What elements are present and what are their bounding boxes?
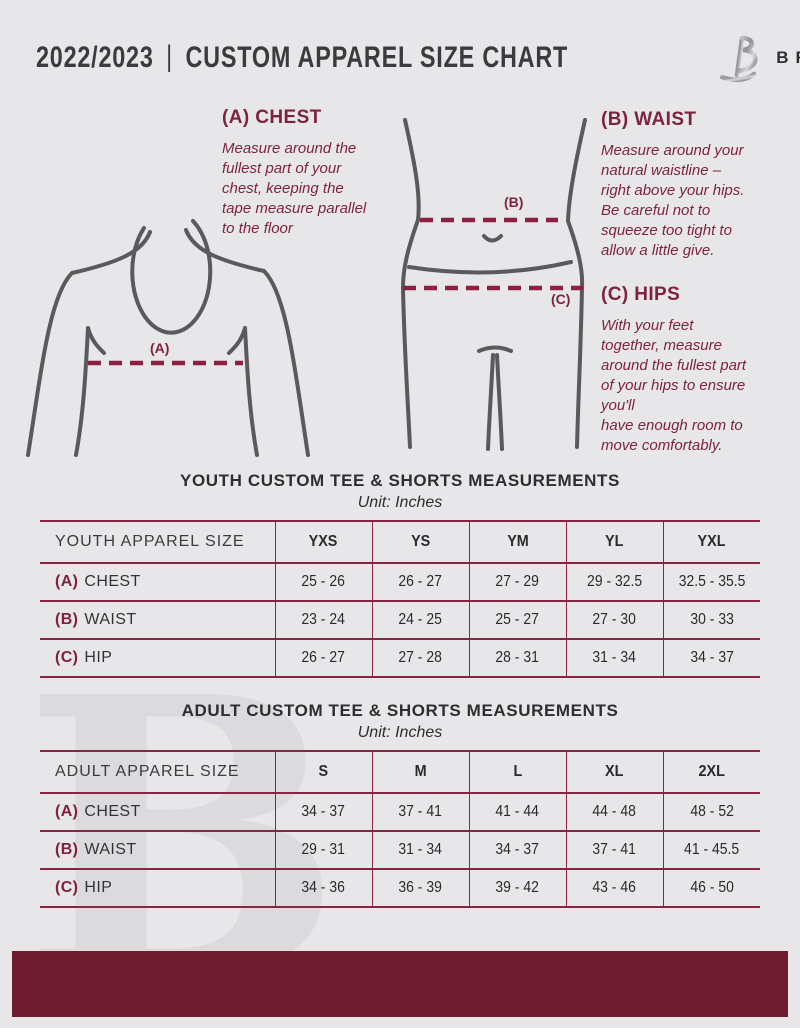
cell: 31 - 34 <box>565 638 663 677</box>
season-label: 2022/2023 <box>36 41 154 74</box>
cell: 25 - 26 <box>274 562 372 601</box>
cell: 26 - 27 <box>371 562 469 601</box>
cell: 46 - 50 <box>662 868 760 907</box>
table-row: (A) CHEST 34 - 37 37 - 41 41 - 44 44 - 48… <box>40 792 760 831</box>
adult-waist-row-label: (B) WAIST <box>40 830 275 869</box>
youth-size-column: YM <box>468 521 566 563</box>
hips-marker-label: (C) <box>551 291 571 307</box>
hips-heading: (C) HIPS <box>601 284 681 305</box>
adult-size-column: XL <box>565 751 663 793</box>
lower-body-figure <box>400 118 587 451</box>
navel-mark <box>482 234 503 243</box>
youth-chest-row-label: (A) CHEST <box>40 562 275 601</box>
cell: 28 - 31 <box>468 638 566 677</box>
document-title: 2022/2023 | CUSTOM APPAREL SIZE CHART <box>36 40 718 75</box>
youth-hip-row-label: (C) HIP <box>40 638 275 677</box>
cell: 27 - 30 <box>565 600 663 639</box>
breakaway-monogram-icon <box>719 35 758 82</box>
youth-size-column: YXL <box>662 521 760 563</box>
table-row: (C) HIP 34 - 36 36 - 39 39 - 42 43 - 46 4… <box>40 868 760 907</box>
cell: 30 - 33 <box>662 600 760 639</box>
table-row: (B) WAIST 29 - 31 31 - 34 34 - 37 37 - 41… <box>40 830 760 869</box>
cell: 36 - 39 <box>371 868 469 907</box>
right-shoulder-arm-outline <box>184 228 310 457</box>
header: 2022/2023 | CUSTOM APPAREL SIZE CHART <box>36 30 800 86</box>
cell: 41 - 45.5 <box>662 830 760 869</box>
cell: 32.5 - 35.5 <box>662 562 760 601</box>
brand-logo: BREAKAWAY <box>718 34 800 82</box>
head-outline <box>130 219 213 335</box>
right-torso-line <box>243 326 259 457</box>
cell: 23 - 24 <box>274 600 372 639</box>
youth-size-table: YOUTH APPAREL SIZE YXS YS YM YL YXL (A) C… <box>40 520 760 678</box>
left-inner-leg-line <box>486 353 495 451</box>
hip-crease-line <box>407 260 573 275</box>
crotch-curve <box>477 345 513 353</box>
upper-body-figure <box>26 219 310 457</box>
footer-bar <box>12 951 788 1017</box>
cell: 37 - 41 <box>371 792 469 831</box>
cell: 31 - 34 <box>371 830 469 869</box>
cell: 48 - 52 <box>662 792 760 831</box>
cell: 39 - 42 <box>468 868 566 907</box>
left-shoulder-arm-outline <box>26 230 152 457</box>
table-row: (B) WAIST 23 - 24 24 - 25 25 - 27 27 - 30… <box>40 600 760 639</box>
cell: 29 - 31 <box>274 830 372 869</box>
waist-marker-label: (B) <box>504 194 524 210</box>
waist-heading: (B) WAIST <box>601 109 697 130</box>
youth-size-column: YXS <box>274 521 372 563</box>
adult-header-row: ADULT APPAREL SIZE S M L XL 2XL <box>40 751 760 793</box>
cell: 43 - 46 <box>565 868 663 907</box>
cell: 37 - 41 <box>565 830 663 869</box>
adult-chest-row-label: (A) CHEST <box>40 792 275 831</box>
chest-instructions: Measure around the fullest part of your … <box>222 140 367 237</box>
youth-table-title: YOUTH CUSTOM TEE & SHORTS MEASUREMENTS <box>180 471 620 490</box>
cell: 34 - 37 <box>662 638 760 677</box>
cell: 27 - 28 <box>371 638 469 677</box>
adult-size-column: M <box>371 751 469 793</box>
waist-instructions: Measure around your natural waistline – … <box>601 142 745 259</box>
right-armpit-notch <box>227 326 247 355</box>
youth-size-column: YL <box>565 521 663 563</box>
adult-size-column: L <box>468 751 566 793</box>
table-row: (A) CHEST 25 - 26 26 - 27 27 - 29 29 - 32… <box>40 562 760 601</box>
cell: 34 - 37 <box>468 830 566 869</box>
youth-corner-header: YOUTH APPAREL SIZE <box>55 533 245 550</box>
youth-table-section: YOUTH CUSTOM TEE & SHORTS MEASUREMENTS U… <box>40 471 760 678</box>
adult-size-column: 2XL <box>662 751 760 793</box>
cell: 44 - 48 <box>565 792 663 831</box>
left-torso-line <box>74 326 90 457</box>
adult-table-section: ADULT CUSTOM TEE & SHORTS MEASUREMENTS U… <box>40 701 760 908</box>
youth-table-unit: Unit: Inches <box>357 494 443 511</box>
cell: 25 - 27 <box>468 600 566 639</box>
right-inner-leg-line <box>495 353 504 451</box>
page-title: CUSTOM APPAREL SIZE CHART <box>185 41 569 74</box>
adult-table-title: ADULT CUSTOM TEE & SHORTS MEASUREMENTS <box>181 701 619 720</box>
chest-heading: (A) CHEST <box>222 107 322 128</box>
cell: 24 - 25 <box>371 600 469 639</box>
left-armpit-notch <box>86 326 106 355</box>
table-row: (C) HIP 26 - 27 27 - 28 28 - 31 31 - 34 3… <box>40 638 760 677</box>
title-separator: | <box>166 40 173 73</box>
chest-marker-label: (A) <box>150 340 170 356</box>
cell: 29 - 32.5 <box>565 562 663 601</box>
cell: 26 - 27 <box>274 638 372 677</box>
adult-table-unit: Unit: Inches <box>357 724 443 741</box>
left-hip-leg-outline <box>400 118 421 449</box>
right-hip-leg-outline <box>565 118 587 449</box>
brand-wordmark: BREAKAWAY <box>776 48 800 67</box>
cell: 27 - 29 <box>468 562 566 601</box>
youth-header-row: YOUTH APPAREL SIZE YXS YS YM YL YXL <box>40 521 760 563</box>
youth-waist-row-label: (B) WAIST <box>40 600 275 639</box>
hips-instructions: With your feet together, measure around … <box>601 317 747 454</box>
cell: 34 - 36 <box>274 868 372 907</box>
adult-size-table: ADULT APPAREL SIZE S M L XL 2XL (A) CHEST… <box>40 750 760 908</box>
cell: 41 - 44 <box>468 792 566 831</box>
adult-hip-row-label: (C) HIP <box>40 868 275 907</box>
youth-size-column: YS <box>371 521 469 563</box>
cell: 34 - 37 <box>274 792 372 831</box>
adult-corner-header: ADULT APPAREL SIZE <box>55 763 240 780</box>
adult-size-column: S <box>274 751 372 793</box>
